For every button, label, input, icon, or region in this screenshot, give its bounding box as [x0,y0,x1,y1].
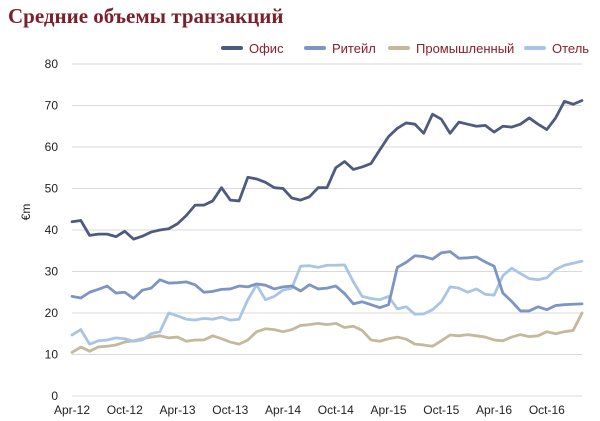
y-tick-label-10: 10 [45,348,59,362]
x-tick-label-oct-13: Oct-13 [212,403,248,417]
legend-swatch-retail [304,46,326,50]
series-line-retail [70,250,584,313]
series-line-hotel [70,259,584,346]
legend-label-industrial: Промышленный [416,40,515,56]
y-tick-label-70: 70 [45,99,59,113]
legend-item-retail: Ритейл [304,38,376,58]
y-axis-label: €m [19,204,33,221]
legend-label-office: Офис [249,40,284,56]
y-tick-label-0: 0 [51,389,58,403]
chart-title: Средние объемы транзакций [8,4,284,28]
y-tick-label-40: 40 [45,223,59,237]
x-tick-label-oct-15: Oct-15 [423,403,459,417]
legend-label-retail: Ритейл [332,40,376,56]
y-tick-label-80: 80 [45,57,59,71]
legend-swatch-hotel [524,46,546,50]
x-tick-label-oct-12: Oct-12 [107,403,143,417]
x-tick-label-oct-14: Oct-14 [318,403,354,417]
legend-item-industrial: Промышленный [388,38,514,58]
x-tick-label-apr-12: Apr-12 [54,403,90,417]
legend-swatch-industrial [388,46,410,50]
series-lines [70,99,584,354]
x-axis: Apr-12 Oct-12 Apr-13 Oct-13 Apr-14 Oct-14 Apr-… [54,403,565,417]
series-line-industrial [70,311,584,354]
y-tick-label-20: 20 [45,306,59,320]
x-tick-label-apr-13: Apr-13 [160,403,196,417]
legend: Офис Ритейл Промышленный Отель [0,38,600,58]
legend-item-office: Офис [221,38,284,58]
y-tick-label-50: 50 [45,182,59,196]
legend-label-hotel: Отель [552,40,590,56]
grid [72,63,582,397]
x-tick-label-apr-15: Apr-15 [371,403,407,417]
x-tick-label-apr-16: Apr-16 [476,403,512,417]
y-tick-label-60: 60 [45,140,59,154]
legend-item-hotel: Отель [524,38,589,58]
y-tick-label-30: 30 [45,265,59,279]
x-tick-label-apr-14: Apr-14 [265,403,301,417]
legend-swatch-office [221,46,243,50]
y-axis: 0 10 20 30 40 50 60 70 80 [45,57,59,403]
x-tick-label-oct-16: Oct-16 [529,403,565,417]
series-line-office [70,99,584,241]
